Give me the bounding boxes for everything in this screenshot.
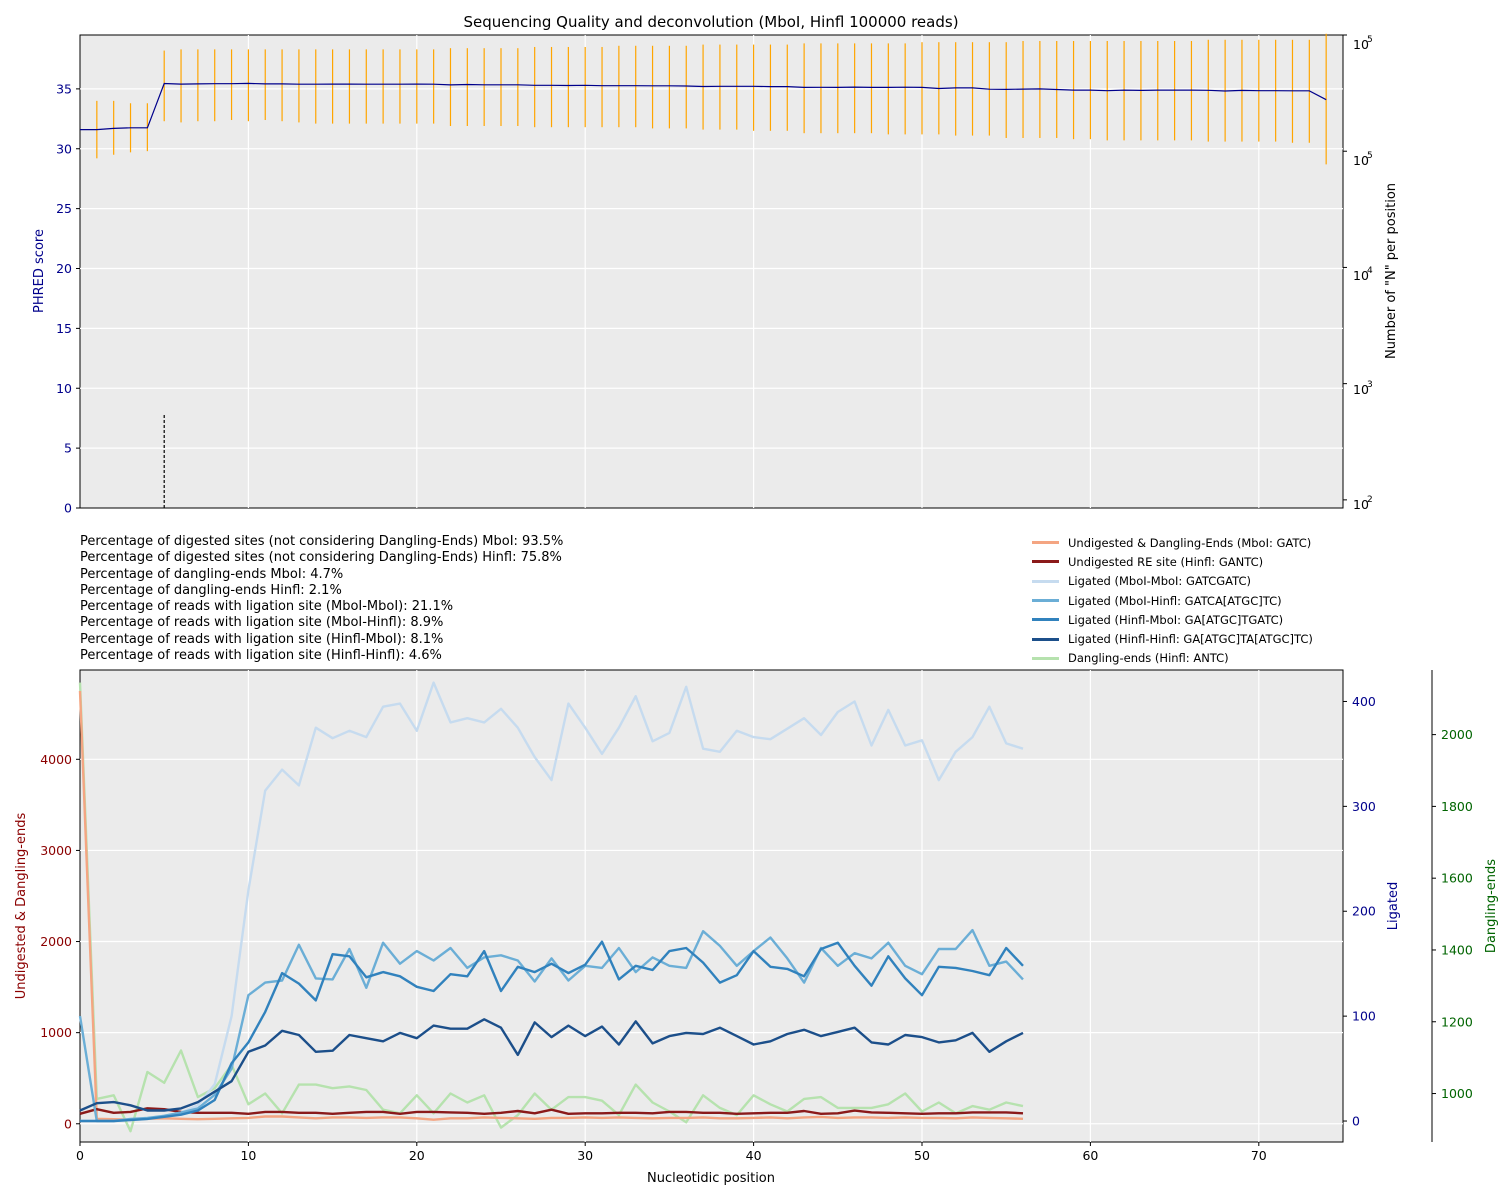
y2-tick-label: 10 — [1353, 37, 1369, 52]
legend-swatch — [1032, 541, 1059, 545]
y2-tick-label: 0 — [1352, 1114, 1360, 1129]
y2-tick-label: 10 — [1353, 268, 1369, 283]
y2-tick-exponent: 4 — [1367, 266, 1373, 276]
y-tick-label: 4000 — [40, 752, 72, 767]
stats-line: Percentage of digested sites (not consid… — [80, 550, 562, 566]
y2-tick-label: 400 — [1352, 694, 1376, 709]
bottom-y2-label: Ligated — [1386, 882, 1401, 930]
x-tick-label: 70 — [1251, 1148, 1267, 1163]
top-y-label: PHRED score — [32, 229, 47, 313]
x-tick-label: 0 — [76, 1148, 84, 1163]
y2-tick-label: 300 — [1352, 799, 1376, 814]
series-line — [80, 681, 1024, 1123]
mean-phred-series — [80, 82, 1327, 131]
bottom-y3-ticks: 1000 1200 1400 1600 1800 2000 — [1432, 727, 1473, 1101]
stats-line: Percentage of reads with ligation site (… — [80, 631, 444, 647]
y2-tick-exponent: 5 — [1367, 151, 1373, 161]
y-tick-label: 5 — [64, 441, 72, 456]
y3-tick-label: 1200 — [1441, 1014, 1473, 1029]
chart-title: Sequencing Quality and deconvolution (Mb… — [463, 13, 958, 31]
y3-tick-label: 1400 — [1441, 942, 1473, 957]
bottom-x-ticks: 0 10 20 30 40 50 60 70 — [76, 1142, 1267, 1163]
x-tick-label: 20 — [409, 1148, 425, 1163]
y3-tick-label: 1600 — [1441, 871, 1473, 886]
y-tick-label: 3000 — [40, 843, 72, 858]
stats-line: Percentage of dangling-ends MboI: 4.7% — [80, 566, 344, 582]
legend-item: Dangling-ends (Hinfl: ANTC) — [1032, 649, 1313, 668]
stats-line: Percentage of digested sites (not consid… — [80, 534, 564, 549]
legend-item: Undigested RE site (Hinfl: GANTC) — [1032, 552, 1313, 571]
x-tick-label: 10 — [240, 1148, 256, 1163]
bottom-y3-label: Dangling-ends — [1484, 859, 1499, 953]
y3-tick-label: 2000 — [1441, 727, 1473, 742]
y2-tick-label: 10 — [1353, 497, 1369, 512]
y-tick-label: 0 — [64, 501, 72, 516]
x-tick-label: 30 — [577, 1148, 593, 1163]
y2-tick-label: 200 — [1352, 904, 1376, 919]
y-tick-label: 0 — [64, 1116, 72, 1131]
mean-phred-line — [80, 82, 1327, 131]
stats-line: Percentage of reads with ligation site (… — [80, 648, 442, 664]
legend-swatch — [1032, 637, 1059, 641]
bottom-y-label: Undigested & Dangling-ends — [14, 813, 29, 1000]
top-plot-area — [79, 34, 1344, 509]
y-tick-label: 25 — [56, 201, 72, 216]
y-tick-label: 20 — [56, 261, 72, 276]
top-y2-label: Number of "N" per position — [1384, 183, 1399, 359]
legend-item: Ligated (Hinfl-Hinfl: GA[ATGC]TA[ATGC]TC… — [1032, 629, 1313, 648]
legend-label: Ligated (Hinfl-MboI: GA[ATGC]TGATC) — [1068, 612, 1284, 627]
legend-label: Ligated (MboI-MboI: GATCGATC) — [1068, 574, 1251, 589]
bottom-plot-area — [79, 669, 1344, 1143]
x-tick-label: 40 — [746, 1148, 762, 1163]
legend-label: Ligated (MboI-Hinfl: GATCA[ATGC]TC) — [1068, 593, 1282, 608]
legend-swatch — [1032, 599, 1059, 603]
y-tick-label: 1000 — [40, 1025, 72, 1040]
stats-line: Percentage of reads with ligation site (… — [80, 615, 444, 631]
x-tick-label: 60 — [1082, 1148, 1098, 1163]
legend-item: Ligated (Hinfl-MboI: GA[ATGC]TGATC) — [1032, 610, 1313, 629]
y2-tick-label: 10 — [1353, 382, 1369, 397]
stats-line: Percentage of reads with ligation site (… — [80, 599, 454, 615]
series-line — [78, 928, 1024, 1123]
bottom-series-lines — [78, 681, 1024, 1133]
y2-tick-exponent: 2 — [1367, 495, 1373, 505]
legend-item: Ligated (MboI-MboI: GATCGATC) — [1032, 572, 1313, 591]
series-line — [79, 1107, 1024, 1116]
top-y2-ticks: 10 2 10 3 10 4 10 5 10 5 — [1343, 34, 1373, 512]
bottom-gridlines — [80, 670, 1343, 1142]
stats-text-block: Percentage of digested sites (not consid… — [80, 534, 563, 664]
y-tick-label: 30 — [56, 141, 72, 156]
legend-label: Ligated (Hinfl-Hinfl: GA[ATGC]TA[ATGC]TC… — [1068, 632, 1313, 647]
series-line — [80, 940, 1024, 1123]
x-tick-label: 50 — [914, 1148, 930, 1163]
legend-swatch — [1032, 656, 1059, 660]
bottom-y2-ticks: 0 100 200 300 400 — [1343, 694, 1376, 1129]
y2-tick-exponent: 3 — [1367, 380, 1373, 390]
y2-tick-label: 10 — [1353, 153, 1369, 168]
y2-tick-label: 100 — [1352, 1009, 1376, 1024]
y-tick-label: 2000 — [40, 934, 72, 949]
legend-swatch — [1032, 618, 1059, 622]
y2-tick-exponent: 5 — [1367, 35, 1373, 45]
y-tick-label: 15 — [56, 321, 72, 336]
stats-line: Percentage of dangling-ends Hinfl: 2.1% — [80, 582, 342, 598]
legend-label: Undigested & Dangling-Ends (MboI: GATC) — [1068, 535, 1312, 550]
series-line — [79, 1018, 1024, 1112]
legend-item: Undigested & Dangling-Ends (MboI: GATC) — [1032, 533, 1313, 552]
legend-item: Ligated (MboI-Hinfl: GATCA[ATGC]TC) — [1032, 591, 1313, 610]
legend-swatch — [1032, 560, 1059, 564]
series-line — [78, 690, 1024, 1121]
legend-label: Dangling-ends (Hinfl: ANTC) — [1068, 651, 1229, 666]
legend-swatch — [1032, 579, 1059, 583]
y-tick-label: 10 — [56, 381, 72, 396]
legend: Undigested & Dangling-Ends (MboI: GATC) … — [1032, 533, 1313, 668]
bottom-y-ticks: 0 1000 2000 3000 4000 — [40, 752, 80, 1131]
bottom-x-label: Nucleotidic position — [647, 1171, 775, 1186]
y3-tick-label: 1000 — [1441, 1086, 1473, 1101]
y3-tick-label: 1800 — [1441, 799, 1473, 814]
legend-label: Undigested RE site (Hinfl: GANTC) — [1068, 554, 1264, 569]
top-y-ticks: 0 5 10 15 20 25 30 35 — [56, 81, 80, 516]
y-tick-label: 35 — [56, 81, 72, 96]
